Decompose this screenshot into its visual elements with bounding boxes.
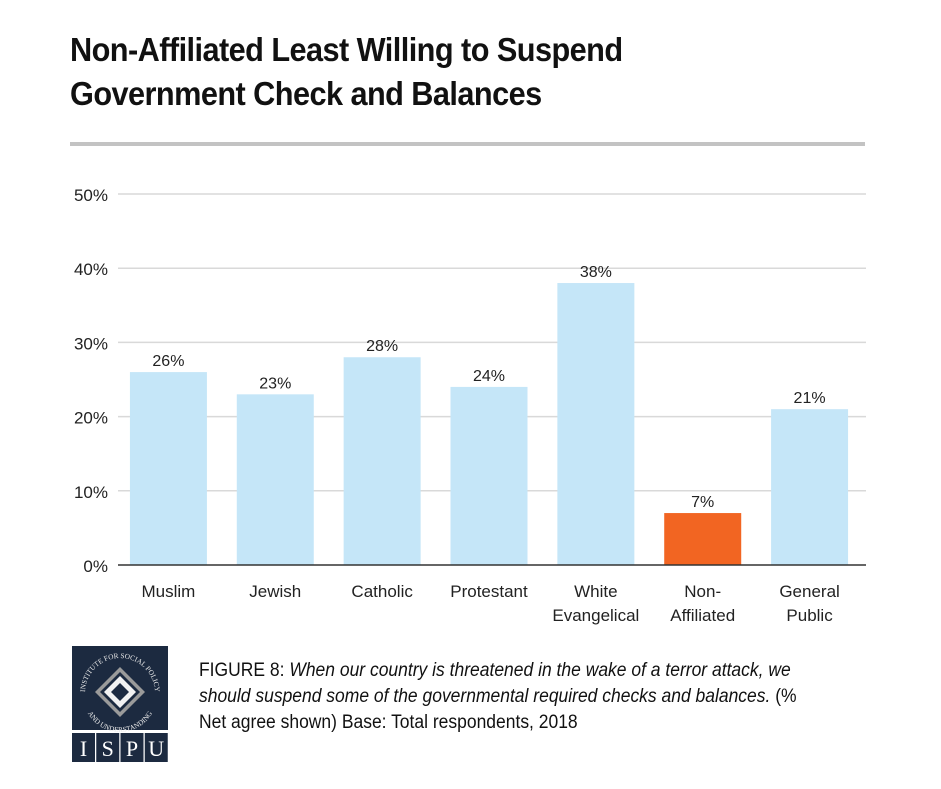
- bar: [664, 513, 742, 565]
- x-axis-ticks: Muslim Jewish Catholic Protestant White Evang…: [142, 582, 840, 625]
- bar: [343, 357, 421, 565]
- diamond-icon: [95, 667, 145, 717]
- y-tick-label: 0%: [83, 557, 108, 576]
- x-tick-label: Protestant: [450, 582, 528, 601]
- y-tick-label: 20%: [74, 409, 108, 428]
- x-tick-label: Non-: [684, 582, 721, 601]
- logo-letter-box: [72, 733, 95, 762]
- bar: [450, 386, 528, 565]
- y-tick-label: 40%: [74, 260, 108, 279]
- data-label: 21%: [794, 390, 826, 407]
- x-tick-label: Catholic: [351, 582, 413, 601]
- data-labels: 26% 23% 28% 24% 38% 7% 21%: [152, 264, 825, 511]
- figure-number: FIGURE 8: [199, 660, 280, 681]
- figure-caption: FIGURE 8: When our country is threatened…: [199, 658, 825, 736]
- x-tick-label: Public: [786, 606, 833, 625]
- data-label: 28%: [366, 338, 398, 355]
- data-label: 38%: [580, 264, 612, 281]
- x-tick-label: Jewish: [249, 582, 301, 601]
- x-tick-label: Evangelical: [552, 606, 639, 625]
- logo-letter-box: [144, 733, 168, 762]
- data-label: 24%: [473, 368, 505, 385]
- caption-separator: :: [279, 660, 290, 681]
- y-tick-label: 30%: [74, 334, 108, 353]
- y-tick-label: 50%: [74, 186, 108, 205]
- logo-letter-box: [120, 733, 144, 762]
- bar: [771, 409, 849, 565]
- chart-title: Non-Affiliated Least Willing to Suspend …: [70, 28, 833, 116]
- x-tick-label: General: [779, 582, 839, 601]
- x-tick-label: Muslim: [142, 582, 196, 601]
- bar-chart: 0% 10% 20% 30% 40% 50% 26% 23% 28% 24% 38% 7% 21% M…: [74, 186, 866, 625]
- title-divider: [70, 142, 865, 146]
- x-tick-label: Affiliated: [670, 606, 735, 625]
- logo-letter-box: [96, 733, 120, 762]
- bars: [129, 283, 849, 565]
- logo-letter: U: [148, 736, 164, 761]
- chart-title-line-1: Non-Affiliated Least Willing to Suspend: [70, 31, 623, 68]
- ispu-logo: INSTITUTE FOR SOCIAL POLICY AND UNDERSTA…: [71, 645, 169, 768]
- y-axis-ticks: 0% 10% 20% 30% 40% 50%: [74, 186, 108, 576]
- data-label: 26%: [152, 353, 184, 370]
- y-tick-label: 10%: [74, 483, 108, 502]
- bar: [129, 372, 207, 565]
- data-label: 23%: [259, 375, 291, 392]
- x-tick-label: White: [574, 582, 617, 601]
- data-label: 7%: [691, 494, 714, 511]
- survey-question: When our country is threatened in the wa…: [199, 660, 791, 707]
- bar: [236, 394, 314, 565]
- logo-letter: I: [80, 736, 87, 761]
- logo-letter: P: [126, 736, 138, 761]
- bar: [557, 283, 635, 565]
- caption-note: (% Net agree shown) Base: Total responde…: [199, 686, 797, 733]
- chart-title-line-2: Government Check and Balances: [70, 75, 542, 112]
- logo-letter: S: [102, 736, 114, 761]
